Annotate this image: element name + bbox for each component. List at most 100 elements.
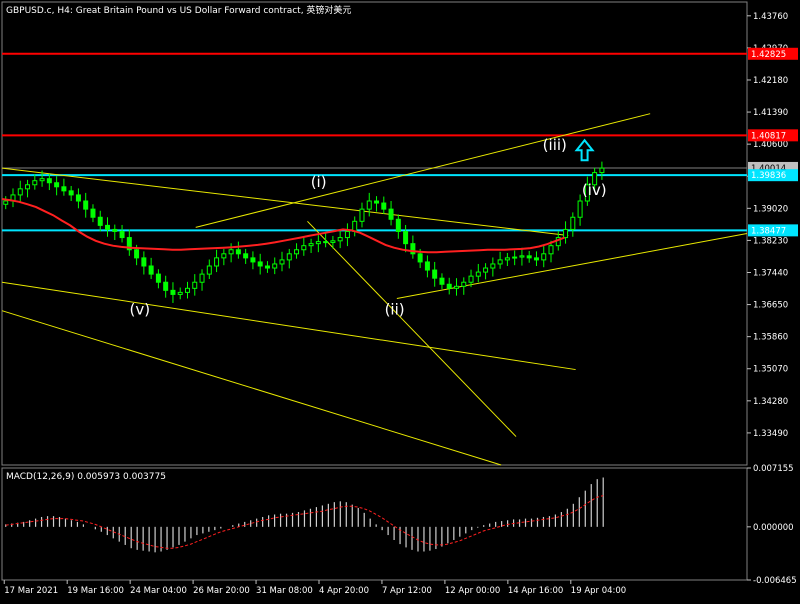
- price-tag-box: [748, 224, 798, 237]
- candle-body: [337, 237, 343, 242]
- candle-body: [264, 265, 270, 269]
- candle-body: [381, 202, 387, 210]
- time-x-tick-label: 19 Apr 04:00: [571, 586, 626, 596]
- candle-body: [214, 257, 220, 267]
- candle-body: [192, 281, 198, 289]
- candle-body: [548, 245, 554, 255]
- chart-symbol-header: GBPUSD.c, H4: Great Britain Pound vs US …: [6, 6, 352, 16]
- candle-body: [97, 216, 103, 226]
- price-y-tick-label: 1.39020: [753, 204, 788, 214]
- candle-body: [599, 167, 605, 174]
- candle-body: [228, 249, 234, 255]
- time-x-tick-label: 24 Mar 04:00: [130, 586, 187, 596]
- price-y-tick-label: 1.34280: [753, 397, 788, 407]
- candle-body: [468, 275, 474, 283]
- candle-body: [533, 257, 539, 261]
- candle-body: [439, 277, 445, 285]
- candle-body: [90, 208, 96, 218]
- candle-body: [490, 263, 496, 269]
- price-y-tick-label: 1.41390: [753, 108, 788, 118]
- wave-label: (v): [130, 301, 151, 319]
- candle-body: [504, 257, 510, 261]
- candle-body: [272, 263, 278, 269]
- price-y-tick-label: 1.40600: [753, 140, 788, 150]
- candle-body: [584, 184, 590, 202]
- price-y-tick-label: 1.37440: [753, 268, 788, 278]
- candle-body: [199, 273, 205, 283]
- macd-pane-frame: [1, 467, 748, 581]
- candle-body: [403, 230, 409, 245]
- candle-body: [541, 253, 547, 261]
- trend-line: [1, 167, 569, 237]
- price-y-tick-label: 1.36650: [753, 301, 788, 311]
- candle-body: [235, 249, 241, 255]
- candle-body: [570, 216, 576, 230]
- candle-body: [163, 281, 169, 291]
- candle-body: [257, 261, 263, 267]
- trend-line: [1, 310, 502, 466]
- candle-body: [170, 289, 176, 295]
- candle-body: [301, 245, 307, 251]
- wave-label: (iv): [582, 181, 607, 199]
- candle-body: [432, 269, 438, 279]
- price-tag-label: 1.39836: [751, 171, 786, 181]
- candle-body: [206, 265, 212, 275]
- candle-body: [134, 249, 140, 259]
- wave-label: (iii): [543, 136, 567, 154]
- price-y-tick-label: 1.33490: [753, 429, 788, 439]
- moving-average-line: [1, 198, 565, 254]
- price-y-tick-label: 1.35070: [753, 365, 788, 375]
- candle-body: [308, 243, 314, 247]
- candle-body: [279, 259, 285, 265]
- candle-body: [294, 249, 300, 255]
- candle-body: [519, 255, 525, 258]
- candle-body: [68, 190, 74, 196]
- candle-body: [3, 200, 9, 205]
- candle-body: [366, 200, 372, 210]
- price-y-tick-label: 1.42180: [753, 76, 788, 86]
- candle-body: [330, 240, 336, 243]
- candle-body: [221, 253, 227, 259]
- candle-body: [563, 228, 569, 239]
- price-y-tick-label: 1.43760: [753, 12, 788, 22]
- time-x-tick-label: 14 Apr 16:00: [508, 586, 563, 596]
- candle-body: [119, 230, 125, 239]
- trend-line: [195, 113, 651, 228]
- candle-body: [475, 271, 481, 277]
- candle-body: [483, 267, 489, 273]
- price-tag-label: 1.42825: [751, 50, 786, 60]
- trend-line: [307, 220, 517, 437]
- candle-body: [461, 281, 467, 287]
- candle-body: [141, 257, 147, 267]
- candle-body: [395, 218, 401, 232]
- price-y-tick-label: 1.35860: [753, 333, 788, 343]
- candle-body: [388, 208, 394, 220]
- candle-body: [54, 182, 60, 188]
- time-x-tick-label: 12 Apr 00:00: [445, 586, 500, 596]
- candle-body: [424, 261, 430, 271]
- candle-body: [446, 283, 452, 289]
- macd-y-tick-label: -0.006465: [753, 576, 797, 586]
- candle-body: [155, 273, 161, 283]
- candle-body: [61, 186, 67, 192]
- candle-body: [374, 200, 380, 204]
- candle-body: [497, 259, 503, 265]
- candle-body: [126, 237, 132, 251]
- time-x-tick-label: 4 Apr 20:00: [319, 586, 369, 596]
- macd-y-tick-label: 0.000000: [753, 523, 794, 533]
- candle-body: [250, 257, 256, 263]
- price-pane-frame: [1, 1, 748, 466]
- price-y-tick-label: 1.38230: [753, 236, 788, 246]
- candle-body: [32, 180, 38, 186]
- candle-body: [83, 200, 89, 210]
- candle-body: [17, 188, 23, 196]
- candle-body: [323, 241, 329, 244]
- wave-label: (ii): [385, 301, 405, 319]
- candle-body: [453, 285, 459, 289]
- candle-body: [25, 184, 31, 190]
- price-tag-label: 1.40014: [751, 164, 786, 174]
- candle-body: [344, 230, 350, 239]
- time-x-tick-label: 31 Mar 08:00: [256, 586, 313, 596]
- price-tag-box: [748, 47, 798, 60]
